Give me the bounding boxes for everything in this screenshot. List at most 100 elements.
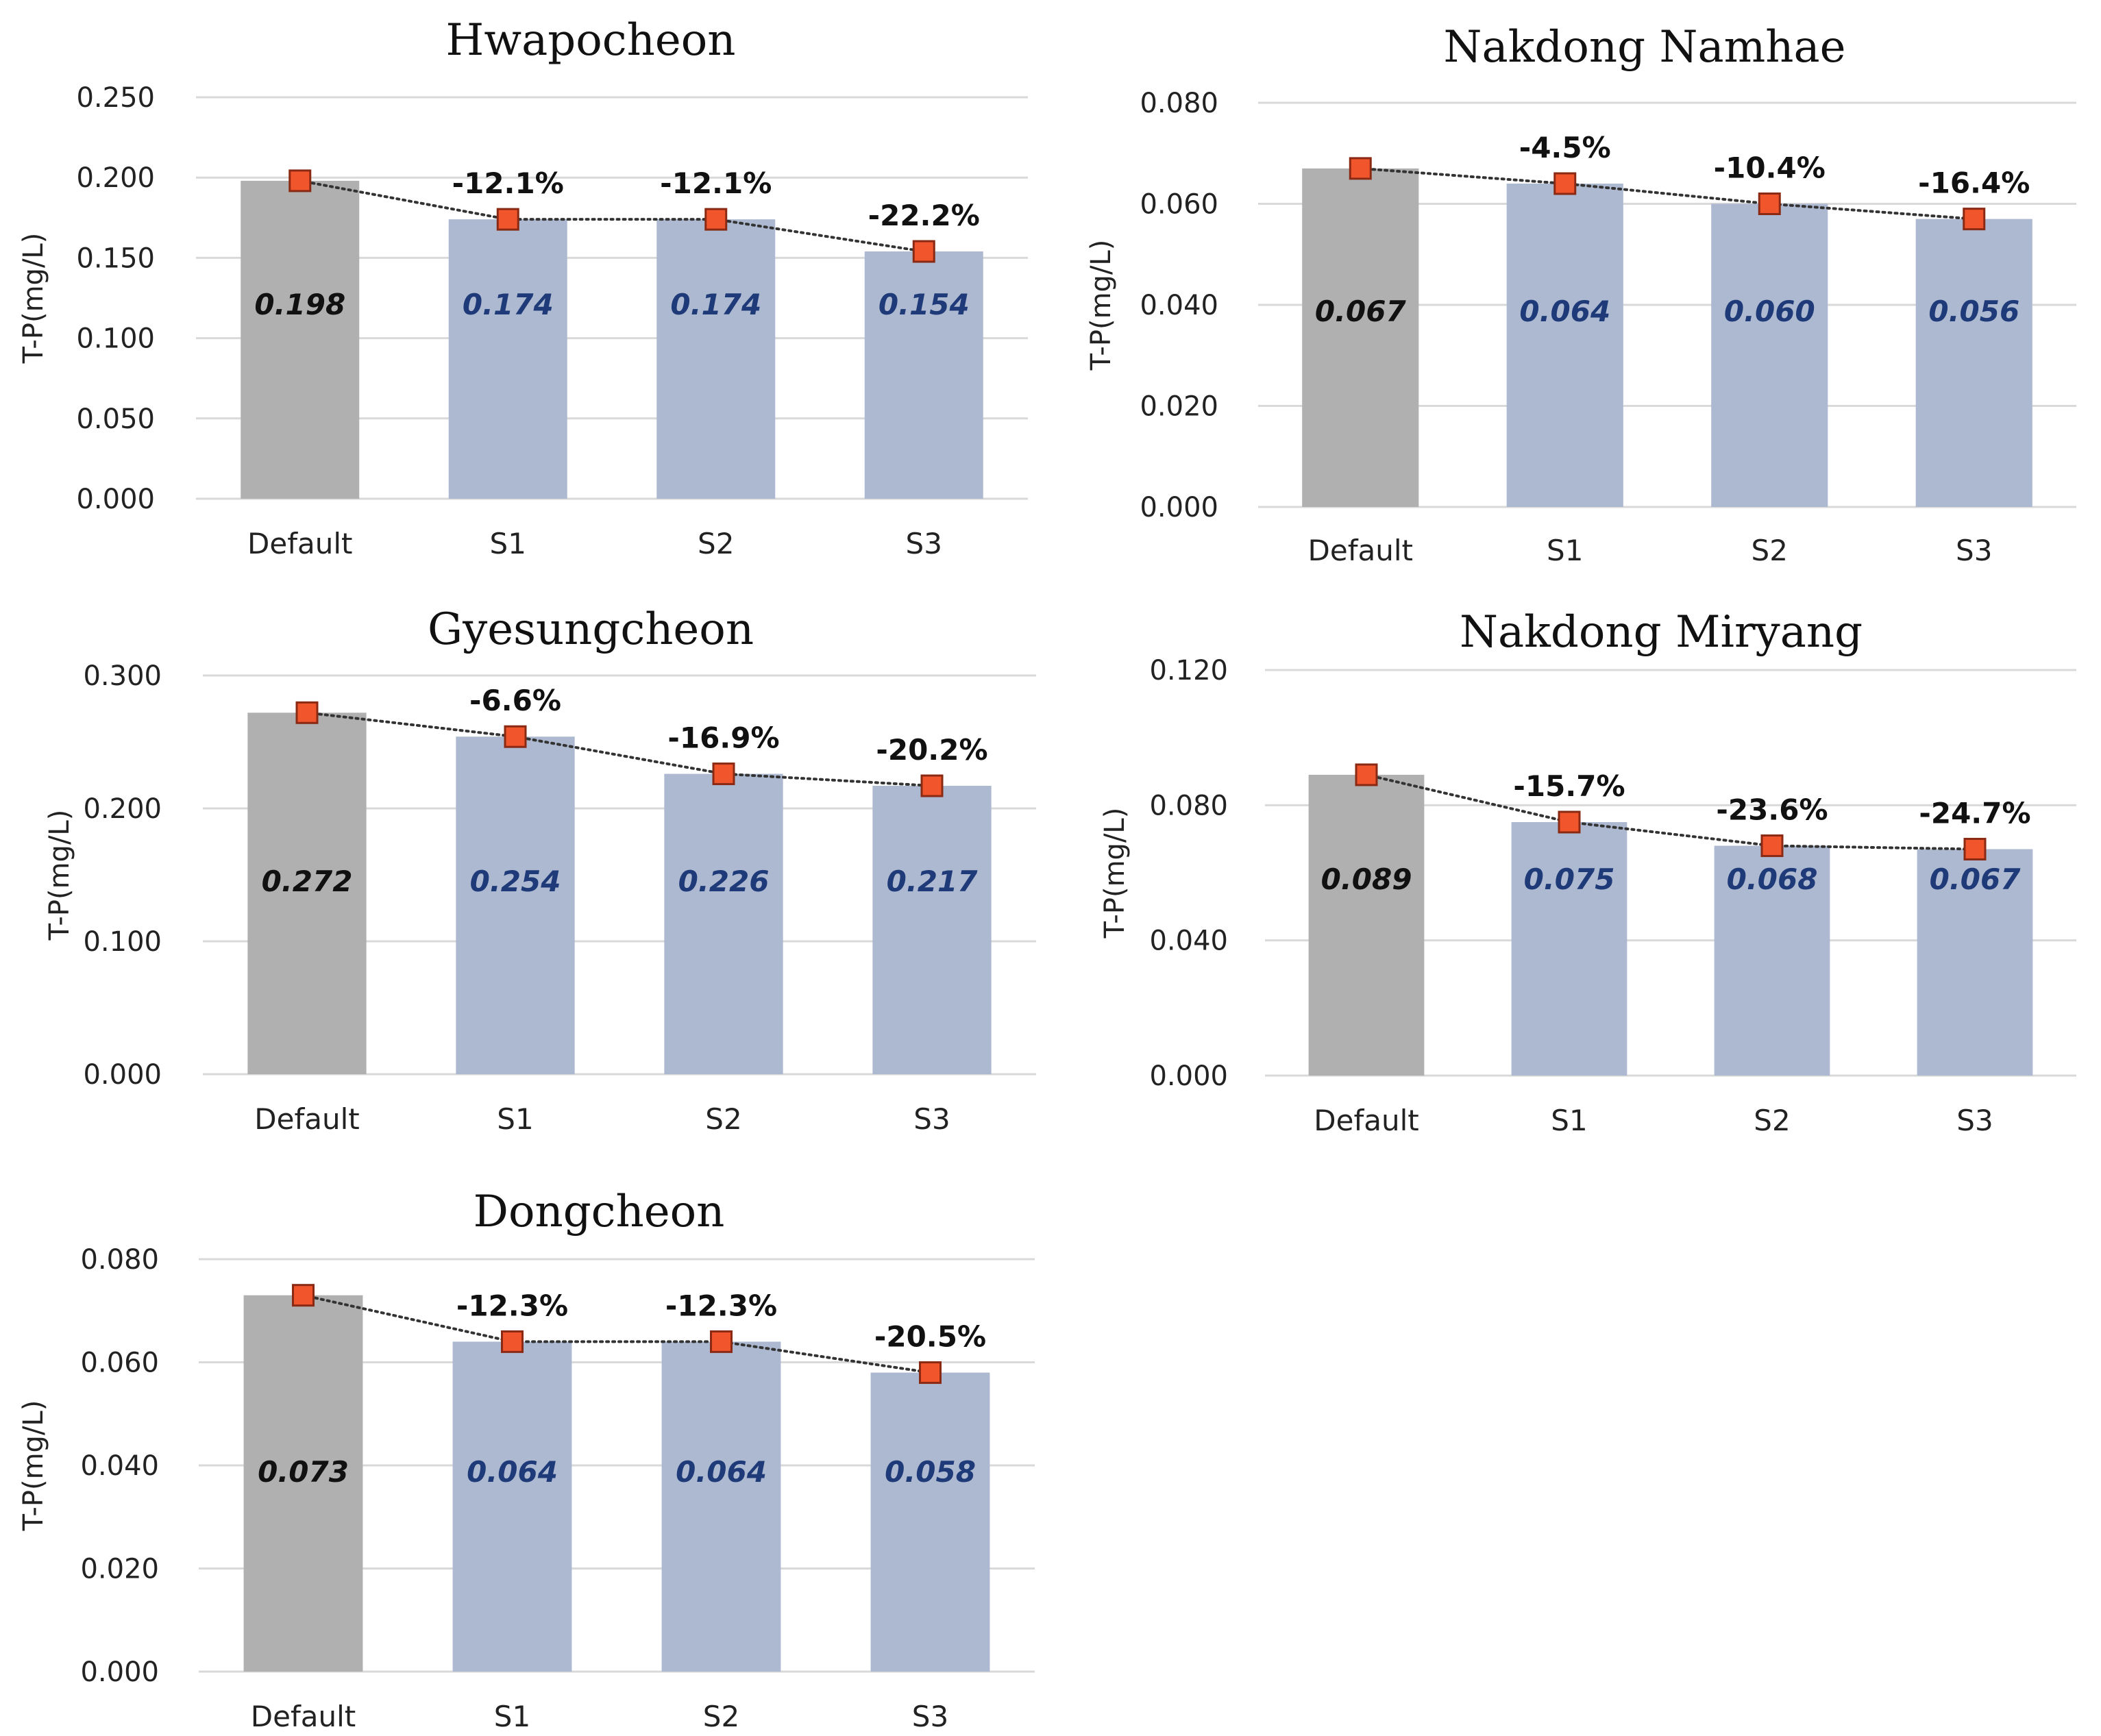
bar-s1 [448, 219, 567, 499]
bar-value-label: 0.174 [463, 288, 554, 321]
y-tick-label: 0.080 [1140, 88, 1218, 119]
bar-s1 [1506, 184, 1623, 507]
value-marker [919, 1361, 942, 1385]
y-tick-label: 0.000 [80, 1657, 159, 1688]
y-tick-label: 0.060 [80, 1348, 159, 1379]
category-label: S1 [490, 527, 526, 560]
value-marker [712, 762, 735, 786]
bar-s2 [1714, 845, 1830, 1076]
bar-value-label: 0.089 [1321, 863, 1412, 896]
bar-s1 [456, 736, 575, 1074]
bar-value-label: 0.058 [885, 1455, 976, 1489]
bar-default [1302, 168, 1419, 507]
value-marker [288, 169, 312, 193]
category-label: Default [247, 527, 352, 560]
y-axis-label: T-P(mg/L) [18, 1400, 49, 1532]
percent-change-label: -20.2% [876, 733, 987, 767]
y-tick-label: 0.100 [83, 926, 162, 958]
bar-default [243, 1295, 363, 1672]
bar-value-label: 0.073 [258, 1455, 349, 1489]
bar-s3 [872, 786, 992, 1074]
value-marker [1349, 157, 1372, 180]
y-tick-label: 0.020 [80, 1554, 159, 1585]
bar-s3 [1917, 849, 2033, 1076]
trend-line [1365, 773, 1976, 851]
percent-change-label: -23.6% [1716, 793, 1828, 827]
bar-value-label: 0.174 [670, 288, 761, 321]
y-tick-label: 0.150 [76, 243, 155, 274]
y-tick-label: 0.040 [1149, 926, 1228, 957]
category-label: S1 [497, 1102, 533, 1136]
bar-s2 [1711, 203, 1828, 507]
y-axis-label: T-P(mg/L) [44, 810, 75, 941]
value-marker [1558, 810, 1581, 834]
bar-default [247, 712, 367, 1074]
y-tick-label: 0.020 [1140, 391, 1218, 423]
bar-value-label: 0.154 [879, 288, 970, 321]
bar-s3 [1915, 219, 2032, 507]
bar-value-label: 0.226 [678, 865, 770, 898]
y-tick-label: 0.250 [76, 82, 155, 114]
bar-value-label: 0.064 [676, 1455, 767, 1489]
bar-s2 [656, 219, 776, 499]
bar-value-label: 0.056 [1928, 295, 2019, 328]
value-marker [710, 1330, 733, 1353]
y-tick-label: 0.000 [83, 1059, 162, 1091]
percent-change-label: -4.5% [1519, 131, 1611, 164]
bar-s1 [1511, 822, 1627, 1076]
chart-panel-hwapocheon: Hwapocheon 0.000 0.050 0.100 0.150 0.200 0.250… [18, 15, 1028, 560]
percent-change-label: -20.5% [874, 1320, 986, 1354]
trend-line [302, 1293, 932, 1374]
category-label: S3 [906, 527, 942, 560]
value-marker [496, 208, 519, 231]
category-label: S3 [1956, 534, 1992, 567]
category-label: S3 [913, 1102, 950, 1136]
bar-value-label: 0.198 [254, 288, 345, 321]
bar-s2 [664, 773, 783, 1074]
bar-value-label: 0.067 [1315, 295, 1407, 328]
value-marker [912, 240, 935, 263]
category-label: S1 [1547, 534, 1583, 567]
value-marker [504, 725, 527, 748]
category-label: S3 [912, 1700, 948, 1733]
chart-panel-gyesungcheon: Gyesungcheon 0.000 0.100 0.200 0.300 T-P(mg/L… [44, 604, 1036, 1136]
percent-change-label: -12.3% [665, 1289, 777, 1322]
category-label: S2 [698, 527, 734, 560]
y-axis-label: T-P(mg/L) [1085, 240, 1117, 371]
category-label: S1 [1551, 1104, 1587, 1137]
trend-line [298, 179, 926, 253]
y-axis-label: T-P(mg/L) [1099, 808, 1131, 939]
y-tick-label: 0.000 [76, 484, 155, 515]
percent-change-label: -22.2% [868, 199, 980, 232]
value-marker [501, 1330, 524, 1353]
y-tick-label: 0.200 [76, 162, 155, 194]
y-tick-label: 0.080 [80, 1244, 159, 1276]
chart-title: Nakdong Namhae [1443, 22, 1845, 73]
percent-change-label: -16.9% [667, 721, 779, 755]
value-marker [1758, 193, 1781, 215]
bar-value-label: 0.064 [467, 1455, 558, 1489]
value-marker [920, 774, 944, 797]
value-marker [704, 208, 728, 231]
chart-title: Hwapocheon [446, 15, 736, 66]
bar-value-label: 0.064 [1519, 295, 1610, 328]
category-label: S2 [1752, 534, 1788, 567]
value-marker [1553, 172, 1577, 195]
value-marker [1760, 834, 1784, 858]
bar-s1 [452, 1341, 572, 1672]
chart-title: Nakdong Miryang [1460, 607, 1863, 658]
percent-change-label: -12.1% [660, 166, 772, 200]
category-label: Default [1308, 534, 1413, 567]
bar-s3 [870, 1372, 990, 1672]
chart-panel-nakdong-namhae: Nakdong Namhae 0.000 0.020 0.040 0.060 0.080 T… [1085, 22, 2076, 567]
y-tick-label: 0.000 [1149, 1061, 1228, 1092]
bar-default [1308, 774, 1425, 1076]
bar-value-label: 0.075 [1524, 863, 1615, 896]
y-tick-label: 0.080 [1149, 790, 1228, 821]
percent-change-label: -6.6% [469, 684, 561, 717]
y-tick-label: 0.040 [1140, 290, 1218, 321]
category-label: Default [254, 1102, 359, 1136]
category-label: S1 [494, 1700, 530, 1733]
percent-change-label: -12.3% [456, 1289, 568, 1322]
